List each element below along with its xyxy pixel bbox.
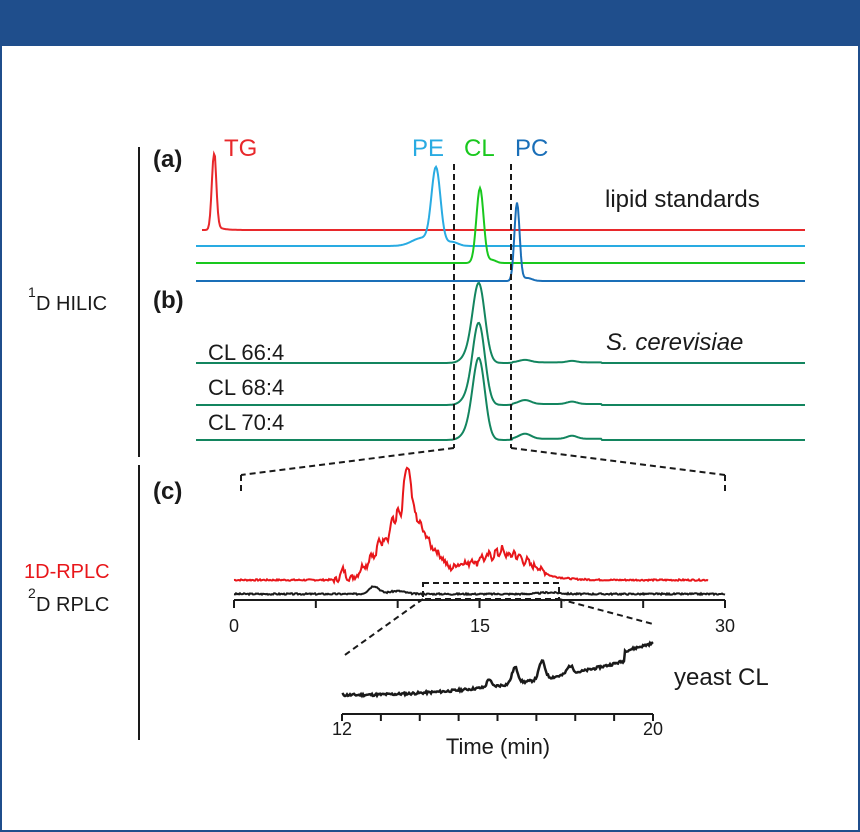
main-axis-ticks xyxy=(233,600,726,608)
lipid-standards-label: lipid standards xyxy=(605,186,760,213)
rplc2d-sup: 2 xyxy=(28,585,36,601)
cl-label: CL xyxy=(464,135,495,162)
trace-pe xyxy=(196,164,805,247)
pc-label: PC xyxy=(515,135,548,162)
cl66-label: CL 66:4 xyxy=(208,340,284,365)
hilic-sup: 1 xyxy=(28,284,36,300)
cl70-label: CL 70:4 xyxy=(208,410,284,435)
trace-rplc2d xyxy=(233,585,726,597)
guide-right-diagonal xyxy=(510,447,726,476)
zoom-axis-ticks xyxy=(341,714,654,721)
zoom-box xyxy=(422,582,560,600)
pe-label: PE xyxy=(412,135,444,162)
tick-label-30: 30 xyxy=(715,616,735,636)
trace-cl70 xyxy=(196,356,805,441)
tick-label-0: 0 xyxy=(229,616,239,636)
hilic-label: D HILIC xyxy=(36,293,107,315)
zoom-tick-label-20: 20 xyxy=(643,719,663,739)
trace-cl66 xyxy=(196,281,805,364)
trace-pc xyxy=(196,202,805,282)
trace-cl xyxy=(196,185,805,264)
header-band xyxy=(2,2,858,46)
tick-label-15: 15 xyxy=(470,616,490,636)
rplc1d-label: 1D-RPLC xyxy=(24,561,110,583)
trace-yeast-cl-zoom xyxy=(341,640,654,699)
zoom-tick-label-12: 12 xyxy=(332,719,352,739)
panel-b-label: (b) xyxy=(153,287,184,314)
trace-tg xyxy=(202,150,805,231)
s-cerevisiae-label: S. cerevisiae xyxy=(606,329,743,356)
zoom-left-guide xyxy=(341,598,424,658)
trace-rplc1d xyxy=(233,466,709,585)
panel-a-label: (a) xyxy=(153,146,182,173)
rplc2d-label: D RPLC xyxy=(36,594,109,616)
cl68-label: CL 68:4 xyxy=(208,375,284,400)
time-axis-label: Time (min) xyxy=(446,734,550,759)
panel-c-label: (c) xyxy=(153,478,182,505)
tg-label: TG xyxy=(224,135,257,162)
guide-left-diagonal xyxy=(240,447,455,476)
zoom-right-guide xyxy=(558,598,654,625)
trace-cl68 xyxy=(196,321,805,406)
yeast-cl-label: yeast CL xyxy=(674,664,769,691)
